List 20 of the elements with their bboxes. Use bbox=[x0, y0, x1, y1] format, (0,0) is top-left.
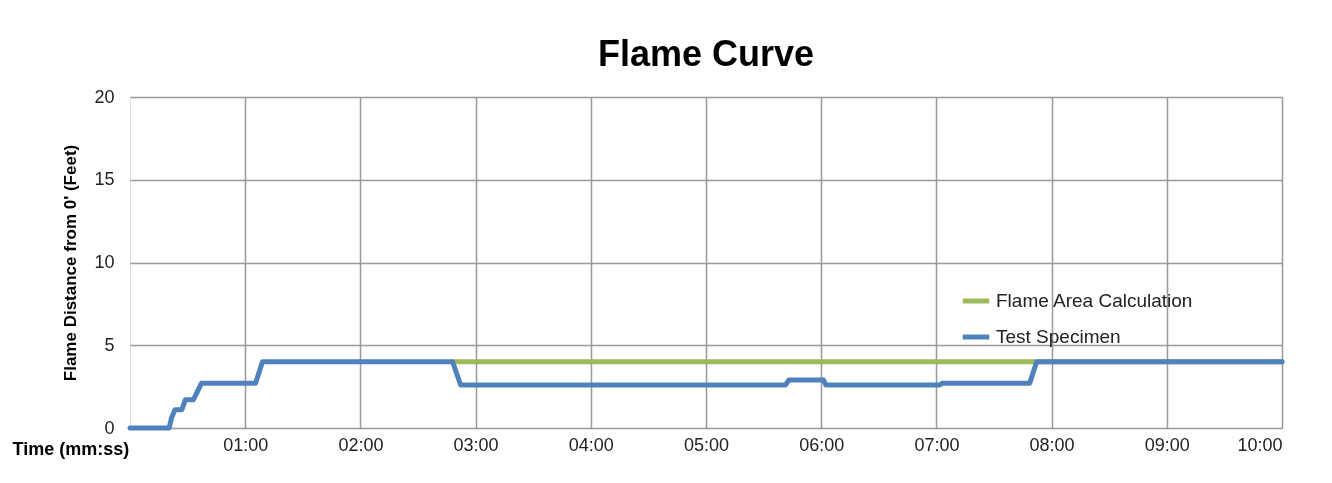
x-tick-label: 06:00 bbox=[799, 434, 845, 455]
x-tick-label: 07:00 bbox=[914, 434, 960, 455]
x-tick-label: 10:00 bbox=[1237, 434, 1283, 455]
y-tick-label: 0 bbox=[104, 417, 115, 438]
chart-title: Flame Curve bbox=[597, 33, 815, 74]
x-tick-label: 01:00 bbox=[223, 434, 269, 455]
x-tick-label: 09:00 bbox=[1144, 434, 1190, 455]
y-tick-label: 15 bbox=[94, 169, 115, 190]
x-tick-label: 03:00 bbox=[453, 434, 499, 455]
x-axis-title: Time (mm:ss) bbox=[12, 438, 130, 459]
x-tick-label: 08:00 bbox=[1029, 434, 1075, 455]
y-tick-label: 5 bbox=[104, 334, 115, 355]
legend-label: Test Specimen bbox=[996, 326, 1121, 347]
legend-label: Flame Area Calculation bbox=[996, 290, 1193, 311]
x-tick-label: 05:00 bbox=[683, 434, 730, 455]
x-tick-label: 02:00 bbox=[338, 434, 384, 455]
y-tick-label: 10 bbox=[94, 252, 115, 272]
y-axis-title: Flame Distance from 0' (Feet) bbox=[61, 144, 81, 382]
y-tick-label: 20 bbox=[94, 86, 115, 107]
x-tick-label: 04:00 bbox=[568, 434, 614, 455]
